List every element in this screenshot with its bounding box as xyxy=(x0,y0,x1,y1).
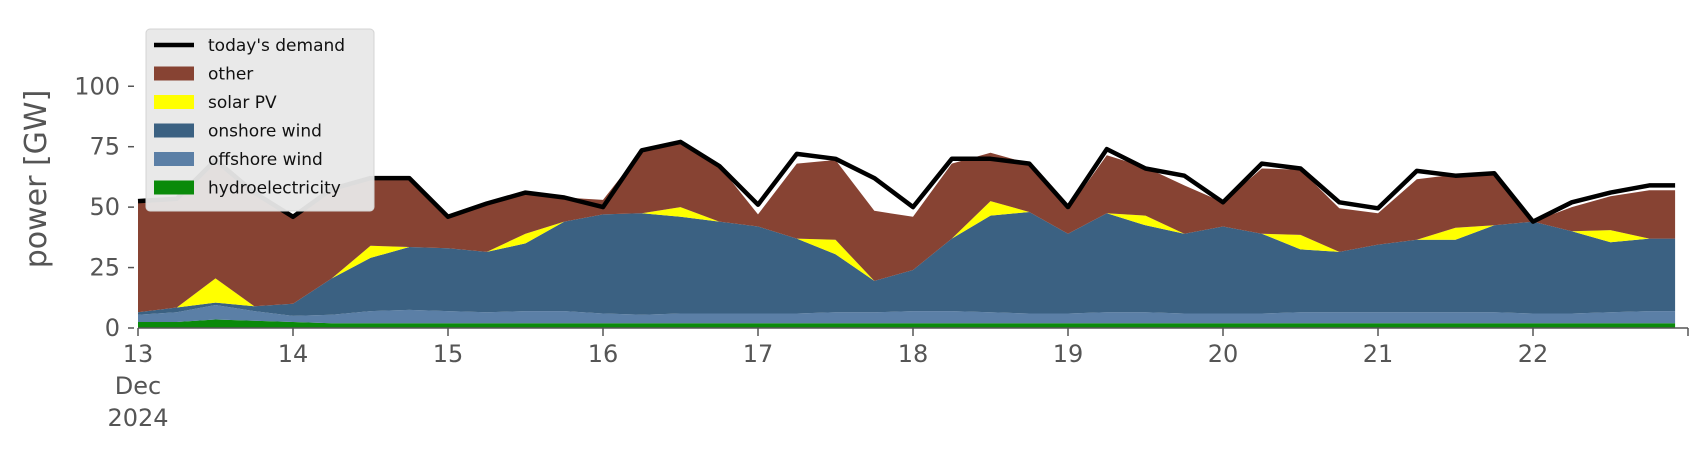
y-tick-label: 75 xyxy=(89,133,120,161)
legend-label-hydroelectricity: hydroelectricity xyxy=(208,179,341,199)
axes: 0 25 50 75 100 13 Dec 2024 14 15 16 17 18 19 20 21 22 pow… xyxy=(19,72,1689,432)
legend-swatch-other xyxy=(154,66,194,81)
demand-line-layer xyxy=(137,139,1676,224)
x-tick-label: 20 xyxy=(1208,340,1239,368)
legend-label-other: other xyxy=(208,65,253,85)
legend-swatch-onshore-wind xyxy=(154,123,194,138)
y-tick-label: 0 xyxy=(105,314,120,342)
area-onshore-wind xyxy=(138,212,1676,316)
x-tick-label: 13 Dec 2024 xyxy=(107,340,168,432)
area-hydroelectricity xyxy=(138,319,1676,328)
legend-label-today-s-demand: today's demand xyxy=(208,36,345,56)
demand-line xyxy=(137,139,1676,224)
x-tick-label: 19 xyxy=(1053,340,1084,368)
legend-swatch-offshore-wind xyxy=(154,152,194,166)
x-tick-label: 14 xyxy=(278,340,309,368)
legend-swatch-hydroelectricity xyxy=(154,180,194,195)
y-tick-label: 100 xyxy=(74,72,120,100)
legend-label-offshore-wind: offshore wind xyxy=(208,150,323,170)
x-tick-label: 21 xyxy=(1363,340,1394,368)
x-tick-label: 16 xyxy=(588,340,619,368)
legend: today's demand other solar PV onshore wind o… xyxy=(145,28,375,212)
legend-label-solar-pv: solar PV xyxy=(208,93,277,113)
legend-swatch-solar-pv xyxy=(154,95,194,109)
area-other xyxy=(138,141,1676,313)
area-layers xyxy=(138,141,1676,328)
area-offshore-wind xyxy=(138,305,1676,324)
y-axis-title: power [GW] xyxy=(19,90,54,269)
legend-label-onshore-wind: onshore wind xyxy=(208,122,322,142)
legend-box xyxy=(145,28,375,212)
x-tick-label: 22 xyxy=(1518,340,1549,368)
x-tick-label: 15 xyxy=(433,340,464,368)
y-tick-label: 50 xyxy=(89,193,120,221)
y-tick-label: 25 xyxy=(89,254,120,282)
x-tick-label: 18 xyxy=(898,340,929,368)
x-tick-label: 17 xyxy=(743,340,774,368)
